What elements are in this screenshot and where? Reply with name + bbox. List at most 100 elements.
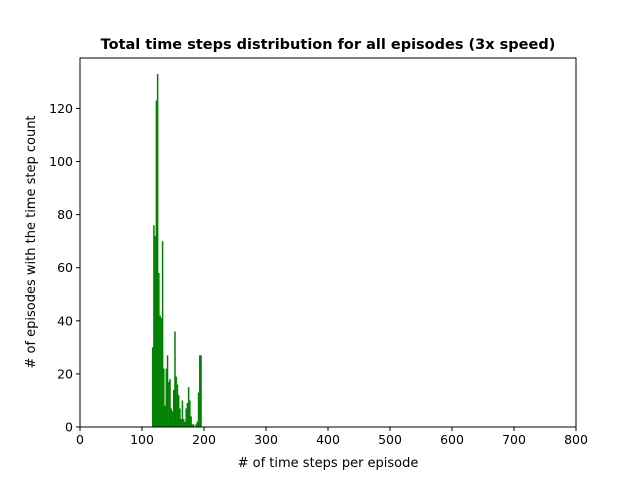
histogram-bar [198,392,200,427]
y-tick-label: 40 [57,313,73,328]
histogram-bar [182,419,184,427]
histogram-bar [190,416,192,427]
x-tick-label: 800 [564,432,588,447]
histogram-bar [191,424,193,427]
x-tick-label: 600 [440,432,464,447]
y-axis-ticks: 0 20 40 60 80 100 120 [49,101,80,435]
histogram-bar [168,381,170,427]
histogram-bar [195,424,197,427]
histogram-bar [166,355,168,427]
histogram-bar [174,331,176,427]
histogram-bar [186,403,188,427]
histogram-bar [184,421,186,427]
histogram-bar [189,400,191,427]
histogram-bar [161,318,163,427]
histogram-bar [181,400,183,427]
x-tick-label: 200 [192,432,216,447]
histogram-bar [174,331,176,427]
histogram-bar [159,315,161,427]
x-tick-label: 100 [130,432,154,447]
x-tick-label: 300 [254,432,278,447]
histogram-bar [177,384,179,427]
histogram-bar [166,368,168,427]
histogram-bar [160,318,162,427]
histogram-bar [158,273,160,427]
histogram-bar [168,381,169,427]
histogram-bar [192,424,194,427]
histogram-bar [175,376,177,427]
histogram-bar [165,368,167,427]
histogram-bar [179,408,181,427]
histogram-bar [197,392,199,427]
histogram-bar [164,405,166,427]
histogram-bar [172,411,174,427]
histogram-bar [157,73,159,428]
histogram-bar [190,416,192,427]
histogram-bar [156,100,158,427]
histogram-bar [183,419,185,427]
histogram-bar [151,347,153,427]
y-tick-label: 60 [57,260,73,275]
histogram-bar [188,387,190,427]
histogram-bar [173,389,174,427]
histogram-bar [189,400,190,427]
histogram-bar [196,421,198,427]
x-tick-label: 0 [76,432,84,447]
histogram-bar [171,411,173,427]
histogram-bar [193,424,195,427]
y-tick-label: 0 [65,420,73,435]
y-tick-label: 80 [57,207,73,222]
histogram-bar [154,235,156,427]
histogram-bar [195,424,197,427]
x-tick-label: 500 [378,432,402,447]
histogram-bar [181,419,182,427]
chart-title: Total time steps distribution for all ep… [101,37,556,53]
histogram-bar [197,421,199,427]
y-tick-label: 100 [49,154,73,169]
histogram-bar [170,408,172,427]
histogram-bar [156,73,158,428]
histogram-bar [162,241,164,427]
histogram-bar [184,421,186,427]
histogram-bar [173,389,175,427]
histogram-bar [159,315,161,427]
histogram-bar [200,355,202,427]
histogram-bar [179,408,181,427]
histogram-bar [167,355,169,427]
histogram-bar [163,368,164,427]
histogram-bar [185,408,187,427]
histogram-bar [187,403,189,427]
histogram-bar [153,225,155,427]
histogram-bar [199,355,201,427]
histogram-bar [176,376,177,427]
x-axis-label: # of time steps per episode [238,456,419,471]
histogram-bar [155,235,156,427]
histogram-bar [171,408,173,427]
x-axis-ticks: 0 100 200 300 400 500 600 700 800 [76,427,588,447]
histogram-bar [176,384,178,427]
histogram-bars [151,73,202,428]
histogram-bar [163,368,165,427]
histogram-bar [182,400,184,427]
histogram-bar [200,355,202,427]
histogram-bar [161,241,163,427]
y-tick-label: 120 [49,101,73,116]
histogram-bar [177,395,179,427]
histogram-bar [158,273,159,427]
y-tick-label: 20 [57,366,73,381]
histogram-bar [180,419,182,427]
x-tick-label: 700 [502,432,526,447]
histogram-bar [187,387,189,427]
histogram-bar [186,408,187,427]
histogram-bar [199,355,200,427]
y-axis-label: # of episodes with the time step count [24,115,39,368]
histogram-bar [169,379,171,427]
x-tick-label: 400 [316,432,340,447]
histogram-bar [152,347,154,427]
histogram-bar [155,100,157,427]
histogram-bar [153,225,155,427]
histogram-bar [164,405,166,427]
histogram-bar [169,379,171,427]
